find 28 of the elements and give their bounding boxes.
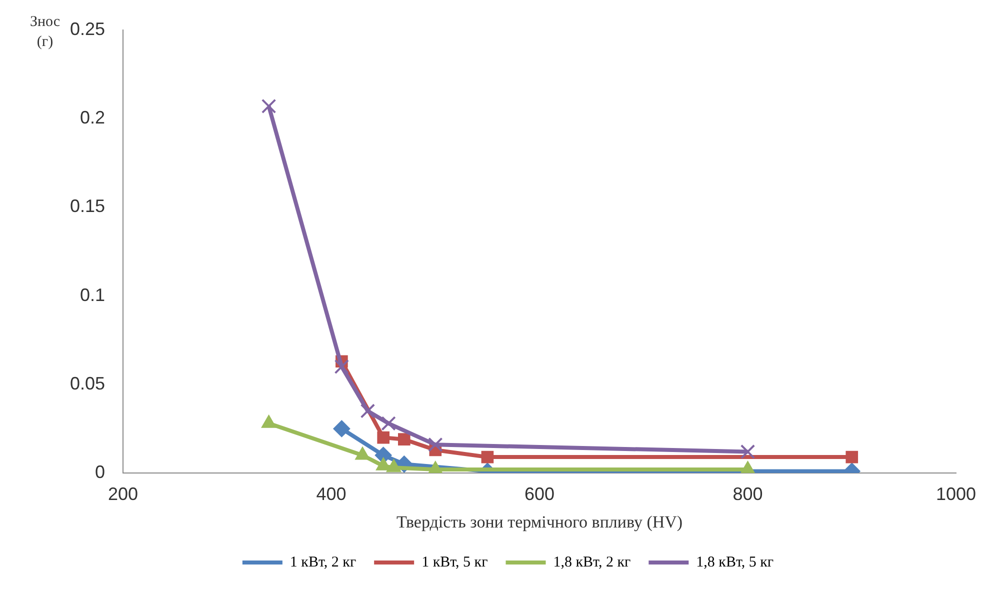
y-tick-label: 0.25 <box>70 18 106 39</box>
point <box>381 416 396 431</box>
x-tick-label: 200 <box>108 484 138 504</box>
point <box>360 404 376 418</box>
y-tick-label: 0.2 <box>80 108 106 128</box>
y-axis-title: Знос (г) <box>30 14 60 50</box>
point <box>334 359 350 374</box>
legend-label: 1,8 кВт, 2 кг <box>553 554 631 570</box>
x-tick-label: 400 <box>316 484 346 504</box>
y-tick-label: 0.1 <box>80 284 106 305</box>
legend-label: 1 кВт, 5 кг <box>422 554 488 570</box>
point <box>261 98 276 114</box>
x-tick-label: 1000 <box>936 484 976 504</box>
point <box>428 437 443 452</box>
y-tick-label: 0 <box>95 462 106 482</box>
legend-label: 1,8 кВт, 5 кг <box>696 554 774 570</box>
point <box>740 444 756 460</box>
legend-label: 1 кВт, 2 кг <box>290 554 356 570</box>
y-tick-label: 0.15 <box>70 196 106 216</box>
point <box>377 431 390 444</box>
x-tick-label: 600 <box>524 484 555 504</box>
y-tick-label: 0.05 <box>70 373 106 394</box>
point <box>846 450 858 464</box>
x-tick-label: 800 <box>732 484 763 504</box>
point <box>481 450 494 464</box>
point <box>398 433 410 446</box>
x-axis-title: Твердість зони термічного впливу (HV) <box>396 512 683 532</box>
point <box>333 420 350 438</box>
